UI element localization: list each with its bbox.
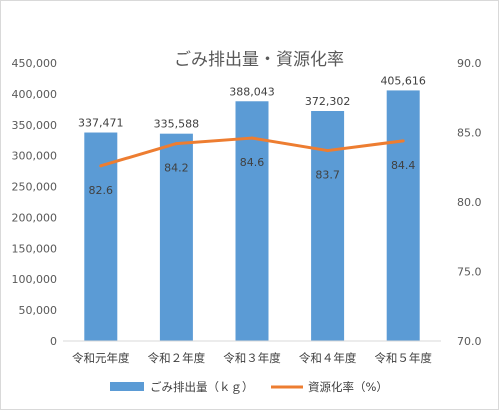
line-data-label: 83.7 xyxy=(315,169,340,182)
right-tick-label: 90.0 xyxy=(457,57,482,70)
bar-series: 337,471 335,588 388,043 372,302 405,616 xyxy=(78,74,426,342)
line-series: 82.6 84.2 84.6 83.7 84.4 xyxy=(89,136,416,197)
left-tick-label: 0 xyxy=(50,335,57,348)
bar xyxy=(386,90,420,341)
bar xyxy=(311,111,345,342)
line-data-label: 84.2 xyxy=(164,162,189,175)
left-axis: 0 50,000 100,000 150,000 200,000 250,000 300,0… xyxy=(12,57,58,348)
left-tick-label: 50,000 xyxy=(19,304,58,317)
legend-label-bars: ごみ排出量（ｋｇ） xyxy=(150,380,254,394)
bar-data-label: 337,471 xyxy=(78,117,124,130)
right-tick-label: 80.0 xyxy=(457,196,482,209)
left-tick-label: 100,000 xyxy=(12,273,58,286)
category-label: 令和３年度 xyxy=(223,351,281,365)
category-label: 令和２年度 xyxy=(148,351,206,365)
line-data-label: 84.6 xyxy=(240,156,265,169)
line-data-label: 84.4 xyxy=(391,159,416,172)
chart-title: ごみ排出量・資源化率 xyxy=(174,50,344,70)
left-tick-label: 200,000 xyxy=(12,211,58,224)
bar xyxy=(159,133,193,341)
bar-data-label: 388,043 xyxy=(229,85,275,98)
bar-data-label: 335,588 xyxy=(154,118,200,131)
line-point xyxy=(174,142,178,146)
legend-swatch-bars xyxy=(110,382,144,391)
bar-data-label: 372,302 xyxy=(305,95,351,108)
left-tick-label: 300,000 xyxy=(12,150,58,163)
left-tick-label: 400,000 xyxy=(12,88,58,101)
left-tick-label: 150,000 xyxy=(12,242,58,255)
category-label: 令和５年度 xyxy=(374,351,432,365)
line-point xyxy=(326,149,330,153)
bar-data-label: 405,616 xyxy=(380,74,426,87)
right-tick-label: 70.0 xyxy=(457,335,482,348)
right-axis: 70.0 75.0 80.0 85.0 90.0 xyxy=(457,57,482,348)
legend-label-line: 資源化率（%） xyxy=(308,380,388,394)
line-point xyxy=(250,136,254,140)
left-tick-label: 250,000 xyxy=(12,181,58,194)
category-label: 令和４年度 xyxy=(299,351,357,365)
left-tick-label: 350,000 xyxy=(12,119,58,132)
left-tick-label: 450,000 xyxy=(12,57,58,70)
line-point xyxy=(99,164,103,168)
right-tick-label: 85.0 xyxy=(457,127,482,140)
right-tick-label: 75.0 xyxy=(457,266,482,279)
legend: ごみ排出量（ｋｇ） 資源化率（%） xyxy=(110,380,388,394)
line-point xyxy=(401,139,405,143)
category-label: 令和元年度 xyxy=(72,351,130,365)
x-axis: 令和元年度 令和２年度 令和３年度 令和４年度 令和５年度 xyxy=(63,340,441,365)
line-data-label: 82.6 xyxy=(89,184,114,197)
